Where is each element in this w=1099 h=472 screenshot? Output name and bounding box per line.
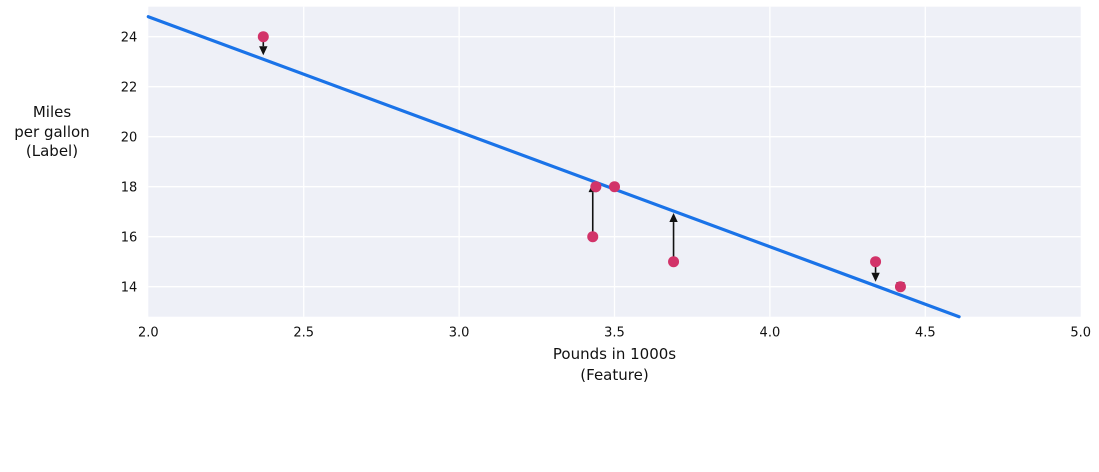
- y-axis-label: Miles per gallon (Label): [14, 103, 90, 160]
- data-point: [590, 181, 602, 193]
- data-point: [894, 281, 906, 293]
- data-point: [870, 256, 882, 268]
- data-point: [609, 181, 620, 193]
- y-tick-label: 22: [121, 80, 138, 95]
- y-tick-label: 16: [121, 230, 138, 245]
- x-tick-label: 3.5: [604, 325, 625, 340]
- y-tick-label: 14: [121, 280, 138, 295]
- x-tick-label: 4.5: [915, 325, 936, 340]
- x-axis-label: Pounds in 1000s (Feature): [552, 345, 677, 384]
- scatter-plot-canvas: 14 16 18 20 22 24 2.0 2.5 3.0 3.5 4.0 4.5 5.0: [121, 6, 1091, 340]
- y-tick-label: 18: [121, 180, 138, 195]
- x-tick-label: 4.0: [760, 325, 781, 340]
- data-point: [257, 31, 269, 43]
- legend: Loss lines Model: [0, 400, 1099, 472]
- model-line: [146, 15, 961, 319]
- x-tick-label: 2.5: [293, 325, 314, 340]
- x-tick-label: 3.0: [449, 325, 470, 340]
- x-tick-label: 5.0: [1070, 325, 1091, 340]
- loss-line-arrowhead: [871, 272, 880, 282]
- loss-line-arrowhead: [259, 46, 268, 56]
- data-point: [668, 256, 680, 268]
- y-tick-label: 24: [121, 30, 138, 45]
- y-tick-label: 20: [121, 130, 138, 145]
- loss-line-arrowhead: [669, 213, 678, 223]
- data-point: [587, 231, 599, 243]
- x-tick-label: 2.0: [138, 325, 159, 340]
